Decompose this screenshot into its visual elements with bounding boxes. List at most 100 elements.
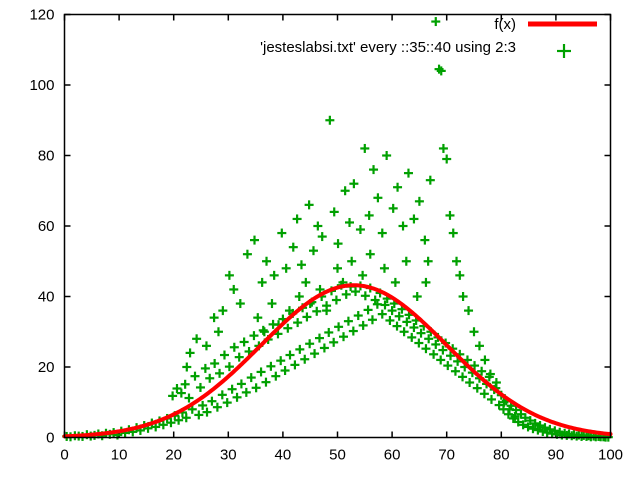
scatter-point [192,334,202,344]
scatter-point [281,263,291,273]
scatter-point [213,327,223,337]
scatter-point [210,358,220,368]
scatter-point [250,235,260,245]
scatter-point [423,256,433,266]
scatter-point [288,242,298,252]
scatter-point [222,398,232,408]
y-tick-label: 40 [38,289,55,306]
scatter-point [340,186,350,196]
scatter-point [355,225,365,235]
scatter-point [224,270,234,280]
scatter-point [209,313,219,323]
scatter-point [313,221,323,231]
x-axis-tick-labels: 0 10 20 30 40 50 60 70 80 90 100 [60,447,623,464]
scatter-point [499,397,509,407]
x-tick-label: 50 [329,447,346,464]
scatter-point [215,368,225,378]
scatter-point [372,299,382,309]
scatter-point [387,306,397,316]
scatter-point [421,277,431,287]
scatter-point [518,420,528,430]
scatter-point [312,306,322,316]
scatter-point [200,363,210,373]
scatter-point [494,400,504,410]
scatter-point [465,378,475,388]
x-tick-label: 10 [111,447,128,464]
scatter-point [412,292,422,301]
scatter-point [180,379,190,389]
scatter-point [251,383,261,393]
scatter-point [464,306,474,316]
scatter-point [234,352,244,362]
scatter-point [292,214,302,224]
scatter-point [174,415,184,425]
scatter-point [242,249,252,259]
scatter-point [446,351,456,361]
x-tick-label: 100 [598,447,623,464]
scatter-point [363,305,373,315]
scatter-point [351,287,361,297]
scatter-point [207,396,217,406]
scatter-point [283,323,293,333]
scatter-point [266,361,276,371]
scatter-point [280,366,290,376]
scatter-point [267,299,277,309]
scatter-point [470,361,480,371]
scatter-point [184,393,194,403]
scatter-point [329,337,339,347]
y-tick-label: 60 [38,218,55,235]
y-tick-label: 100 [29,77,54,94]
scatter-point [205,373,215,383]
scatter-point [235,299,245,309]
scatter-point [424,334,434,344]
scatter-point [301,277,311,287]
scatter-point [520,413,530,423]
scatter-point [390,277,400,287]
scatter-point [339,332,349,342]
scatter-point [392,321,402,331]
scatter-point [261,377,271,387]
x-tick-label: 80 [493,447,510,464]
scatter-point [485,369,495,379]
legend-entry-file-swatch [557,44,571,58]
scatter-point [194,410,204,420]
scatter-point [364,210,374,220]
scatter-point [504,404,514,414]
scatter-point [325,115,335,125]
scatter-point [217,390,227,400]
scatter-point [409,323,419,333]
scatter-point [385,315,395,325]
scatter-point [277,228,287,238]
scatter-point [294,292,304,301]
scatter-point [429,349,439,359]
x-tick-label: 0 [60,447,68,464]
scatter-point [530,418,540,428]
scatter-point [262,256,272,266]
scatter-point [308,246,318,256]
x-tick-label: 40 [275,447,292,464]
scatter-point [474,341,484,351]
scatter-point [510,411,520,421]
scatter-point [360,291,370,301]
x-tick-label: 90 [548,447,565,464]
scatter-point [388,203,398,213]
scatter-point [229,284,239,294]
scatter-point [295,344,305,354]
scatter-point [324,327,334,337]
y-tick-label: 120 [29,7,54,24]
scatter-point [425,175,435,185]
y-axis-tick-labels: 0 20 40 60 80 100 120 [29,7,54,447]
scatter-point [450,366,460,376]
scatter-point [442,154,452,164]
scatter-point [377,309,387,319]
scatter-point [185,348,195,358]
scatter-point [290,360,300,370]
scatter-point [353,311,363,321]
scatter-point [259,327,269,337]
scatter-point [379,263,389,273]
scatter-point [239,337,249,347]
fx-curve-line [62,283,613,439]
scatter-point [458,292,468,301]
scatter-point [436,355,446,365]
